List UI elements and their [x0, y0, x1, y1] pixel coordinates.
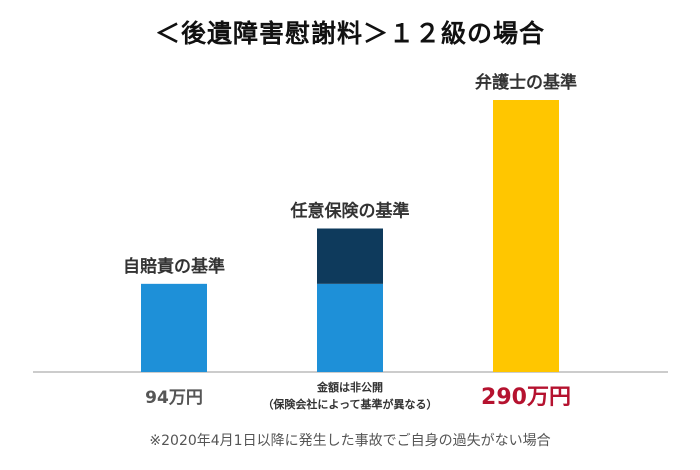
value-note-2-line-2: （保険会社によって基準が異なる）	[262, 397, 437, 411]
bar-2-upper-segment	[317, 228, 383, 284]
category-label-3: 弁護士の基準	[475, 72, 577, 93]
value-note-2-line-1: 金額は非公開	[316, 380, 383, 394]
chart-title: ＜後遺障害慰謝料＞１２級の場合	[154, 19, 545, 48]
bar-3	[493, 100, 559, 372]
category-label-1: 自賠責の基準	[123, 256, 225, 277]
bar-1	[141, 283, 207, 372]
category-label-2: 任意保険の基準	[290, 200, 410, 221]
value-label-3: 290万円	[481, 385, 571, 410]
value-label-1: 94万円	[145, 388, 203, 408]
bar-2	[317, 283, 383, 372]
footnote: ※2020年4月1日以降に発生した事故でご自身の過失がない場合	[149, 433, 551, 449]
